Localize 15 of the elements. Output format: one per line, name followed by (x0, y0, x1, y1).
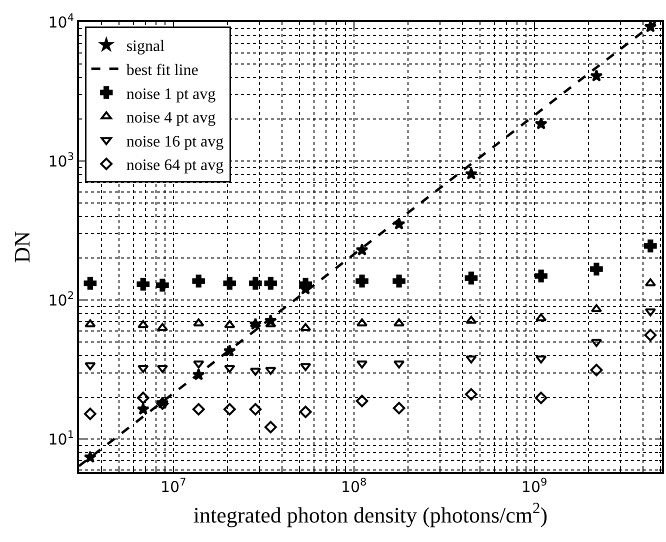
x-tick-label: 10$^{8}$ (340, 476, 367, 496)
legend-label: noise 16 pt avg (126, 133, 224, 150)
y-tick-label: 10$^{4}$ (48, 12, 74, 32)
y-tick-label: 10$^{1}$ (48, 429, 74, 448)
y-tick-label: 10$^{3}$ (48, 150, 74, 170)
x-tick-label: 10$^{7}$ (160, 476, 186, 496)
x-tick-label: 10$^{9}$ (521, 476, 548, 496)
legend-label: best fit line (126, 62, 198, 79)
legend-label: signal (126, 38, 166, 56)
y-tick-label: 10$^{2}$ (48, 290, 74, 310)
x-axis-title: integrated photon density (photons/cm$^{2}$) (193, 500, 548, 528)
legend-label: noise 4 pt avg (126, 110, 216, 127)
y-axis-title: DN (10, 231, 35, 263)
legend-label: noise 1 pt avg (126, 86, 216, 103)
legend-label: noise 64 pt avg (126, 157, 224, 174)
